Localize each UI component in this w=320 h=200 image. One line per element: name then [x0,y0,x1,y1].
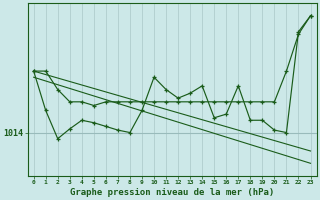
X-axis label: Graphe pression niveau de la mer (hPa): Graphe pression niveau de la mer (hPa) [70,188,274,197]
